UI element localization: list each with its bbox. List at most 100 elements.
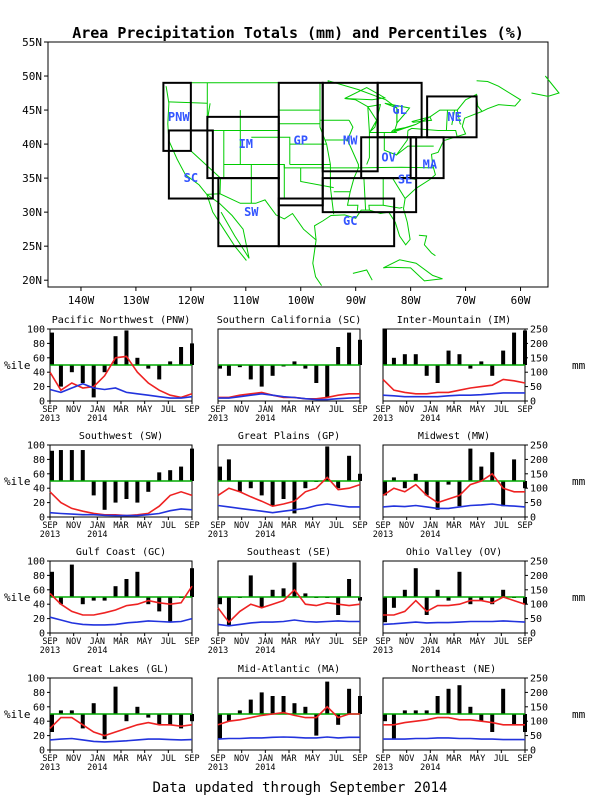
x-tick-label: NOV — [399, 405, 414, 415]
percentile-bar — [124, 714, 129, 722]
percentile-bar — [91, 481, 96, 496]
x-tick-label: MAY — [137, 521, 152, 531]
map-boundary — [312, 239, 323, 286]
year-label: 2013 — [40, 414, 60, 424]
map-boundary — [206, 193, 317, 241]
percentile-bar — [391, 477, 396, 481]
percentile-bar — [501, 688, 506, 714]
percentile-bar — [237, 365, 242, 368]
y2-tick-label: 50 — [530, 731, 542, 742]
percentile-bar — [69, 564, 74, 597]
panel-mid-atlantic-ma: Mid-Atlantic (MA)SEP NOV JAN MAR MAY JUL SEP20… — [208, 664, 368, 773]
percentile-bar — [347, 579, 352, 597]
x-tick-label: JUL — [329, 637, 344, 647]
percentile-bar — [383, 329, 387, 365]
percentile-bar — [69, 365, 74, 373]
y2-axis-label: mm — [572, 708, 586, 721]
percentile-bar — [479, 466, 484, 481]
y-tick-label: 0 — [39, 746, 45, 757]
region-box-ne — [426, 95, 478, 139]
percentile-line — [383, 596, 526, 616]
x-tick-label: JAN — [90, 637, 105, 647]
year-label: 2014 — [87, 530, 107, 540]
percentile-bar — [501, 589, 506, 597]
map-boundary — [383, 204, 403, 209]
percentile-bar — [124, 330, 129, 365]
percentile-bar — [303, 365, 308, 369]
year-label: 2013 — [208, 414, 228, 424]
percentile-line — [383, 716, 525, 726]
x-tick-label: MAR — [281, 521, 297, 531]
percentile-bar — [157, 472, 162, 481]
panel-great-lakes-gl: Great Lakes (GL)SEP NOV JAN MAR MAY JUL SEP201… — [4, 664, 200, 773]
percentile-bar — [50, 450, 54, 481]
percentile-bar — [102, 481, 107, 510]
y-tick-label: 80 — [33, 571, 45, 582]
percentile-bar — [501, 481, 506, 507]
x-tick-label: SEP — [42, 637, 57, 647]
y-tick-label: 80 — [33, 455, 45, 466]
y2-tick-label: 200 — [530, 571, 548, 582]
percentile-bar — [281, 696, 286, 714]
total-precip-line — [382, 503, 526, 510]
x-tick-label: SEP — [184, 521, 199, 531]
percentile-bar — [270, 365, 275, 376]
percentile-bar — [248, 575, 253, 597]
percentile-bar — [501, 350, 506, 365]
great-lake-outline — [411, 116, 433, 123]
percentile-bar — [50, 714, 54, 732]
percentile-bar — [113, 586, 118, 597]
panel-great-plains-gp: Great Plains (GP)SEP NOV JAN MAR MAY JUL SEP20… — [208, 431, 368, 540]
region-label-sw: SW — [244, 205, 259, 219]
percentile-bar — [292, 481, 297, 514]
x-tick-label: SEP — [517, 405, 532, 415]
percentile-bar — [146, 714, 151, 718]
percentile-bar — [303, 481, 308, 489]
percentile-bar — [135, 571, 140, 597]
panel-title: Ohio Valley (OV) — [406, 547, 502, 558]
x-tick-label: JUL — [161, 754, 176, 764]
x-tick-label: SEP — [375, 521, 390, 531]
y2-tick-label: 0 — [530, 397, 536, 408]
panel-gulf-coast-gc: Gulf Coast (GC)SEP NOV JAN MAR MAY JUL SEP2013… — [4, 547, 200, 656]
percentile-bar — [218, 714, 222, 740]
y-tick-label: 20 — [33, 498, 45, 509]
y2-axis-label: mm — [572, 359, 586, 372]
x-tick-label: MAY — [137, 754, 152, 764]
x-tick-label: MAR — [446, 754, 462, 764]
year-label: 2013 — [208, 763, 228, 773]
percentile-bar — [50, 571, 54, 597]
panel-title: Southeast (SE) — [247, 547, 331, 558]
year-label: 2013 — [40, 530, 60, 540]
x-tick-label: SEP — [352, 521, 367, 531]
percentile-bar — [468, 706, 473, 714]
x-tick-label: MAR — [446, 405, 462, 415]
percentile-bar — [358, 473, 362, 481]
year-label: 2014 — [255, 646, 275, 656]
percentile-bar — [80, 365, 85, 383]
y2-tick-label: 250 — [530, 557, 548, 568]
region-label-gp: GP — [294, 134, 308, 148]
percentile-bar — [168, 597, 173, 623]
percentile-bar — [325, 446, 330, 481]
y2-tick-label: 250 — [530, 325, 548, 336]
x-tick-label: NOV — [234, 754, 249, 764]
y-tick-label: 100 — [27, 325, 45, 336]
lat-tick-label: 30N — [22, 206, 42, 219]
x-tick-label: JAN — [423, 521, 438, 531]
percentile-bar — [336, 597, 341, 615]
total-precip-line — [217, 619, 360, 627]
percentile-bar — [80, 714, 85, 729]
percentile-bar — [457, 571, 462, 597]
percentile-bar — [190, 448, 194, 481]
total-precip-line — [383, 737, 525, 741]
percentile-bar — [457, 354, 462, 365]
y-tick-label: 20 — [33, 731, 45, 742]
total-precip-line — [217, 503, 360, 514]
percentile-bar — [358, 696, 362, 714]
region-label-pnw: PNW — [168, 110, 190, 124]
percentile-bar — [248, 481, 253, 489]
year-label: 2014 — [255, 414, 275, 424]
panel-southern-california-sc: Southern California (SC) SEP NOV JAN MAR MAY J… — [208, 315, 368, 424]
